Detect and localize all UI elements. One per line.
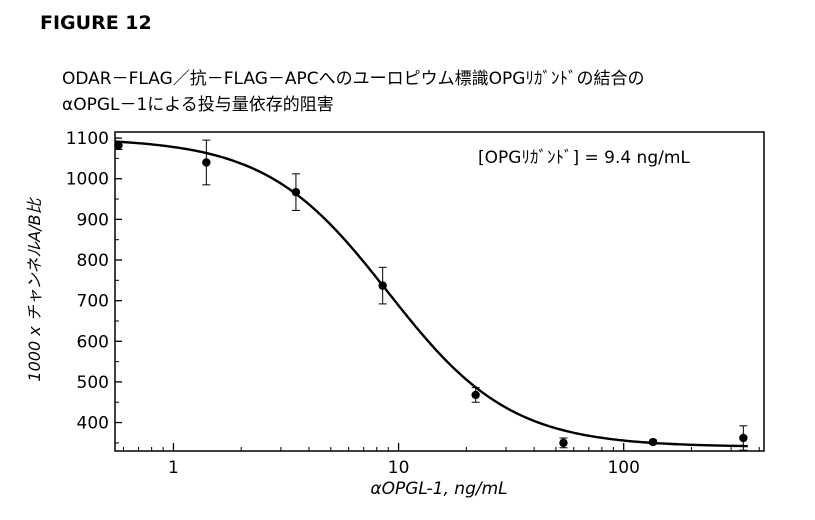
y-tick-label: 600	[77, 332, 109, 352]
y-tick-label: 800	[77, 251, 109, 271]
data-point	[559, 439, 567, 447]
data-point	[649, 438, 657, 446]
data-point	[202, 158, 210, 166]
y-tick-label: 500	[77, 373, 109, 393]
y-tick-label: 400	[77, 414, 109, 434]
data-point	[378, 281, 386, 289]
ticks-layer: 400 500 600 700 800 900 1000 1100 1 10 100	[66, 129, 759, 478]
chart-annotation: [OPGﾘｶﾞﾝﾄﾞ] = 9.4 ng/mL	[478, 148, 690, 168]
plot-frame	[115, 132, 764, 451]
y-tick-label: 700	[77, 292, 109, 312]
data-point	[114, 141, 122, 149]
y-axis-label: 1000 x チャンネルA/B比	[25, 196, 44, 381]
y-tick-label: 1000	[66, 170, 109, 190]
x-tick-label: 1	[168, 458, 179, 478]
data-point	[739, 434, 747, 442]
data-point	[292, 188, 300, 196]
y-tick-label: 1100	[66, 129, 109, 149]
y-tick-label: 900	[77, 210, 109, 230]
x-axis-label: αOPGL-1, ng/mL	[370, 479, 507, 499]
points-layer	[114, 140, 747, 450]
data-point	[471, 391, 479, 399]
x-tick-label: 100	[607, 458, 639, 478]
x-tick-label: 10	[388, 458, 410, 478]
fit-curve	[115, 142, 748, 447]
